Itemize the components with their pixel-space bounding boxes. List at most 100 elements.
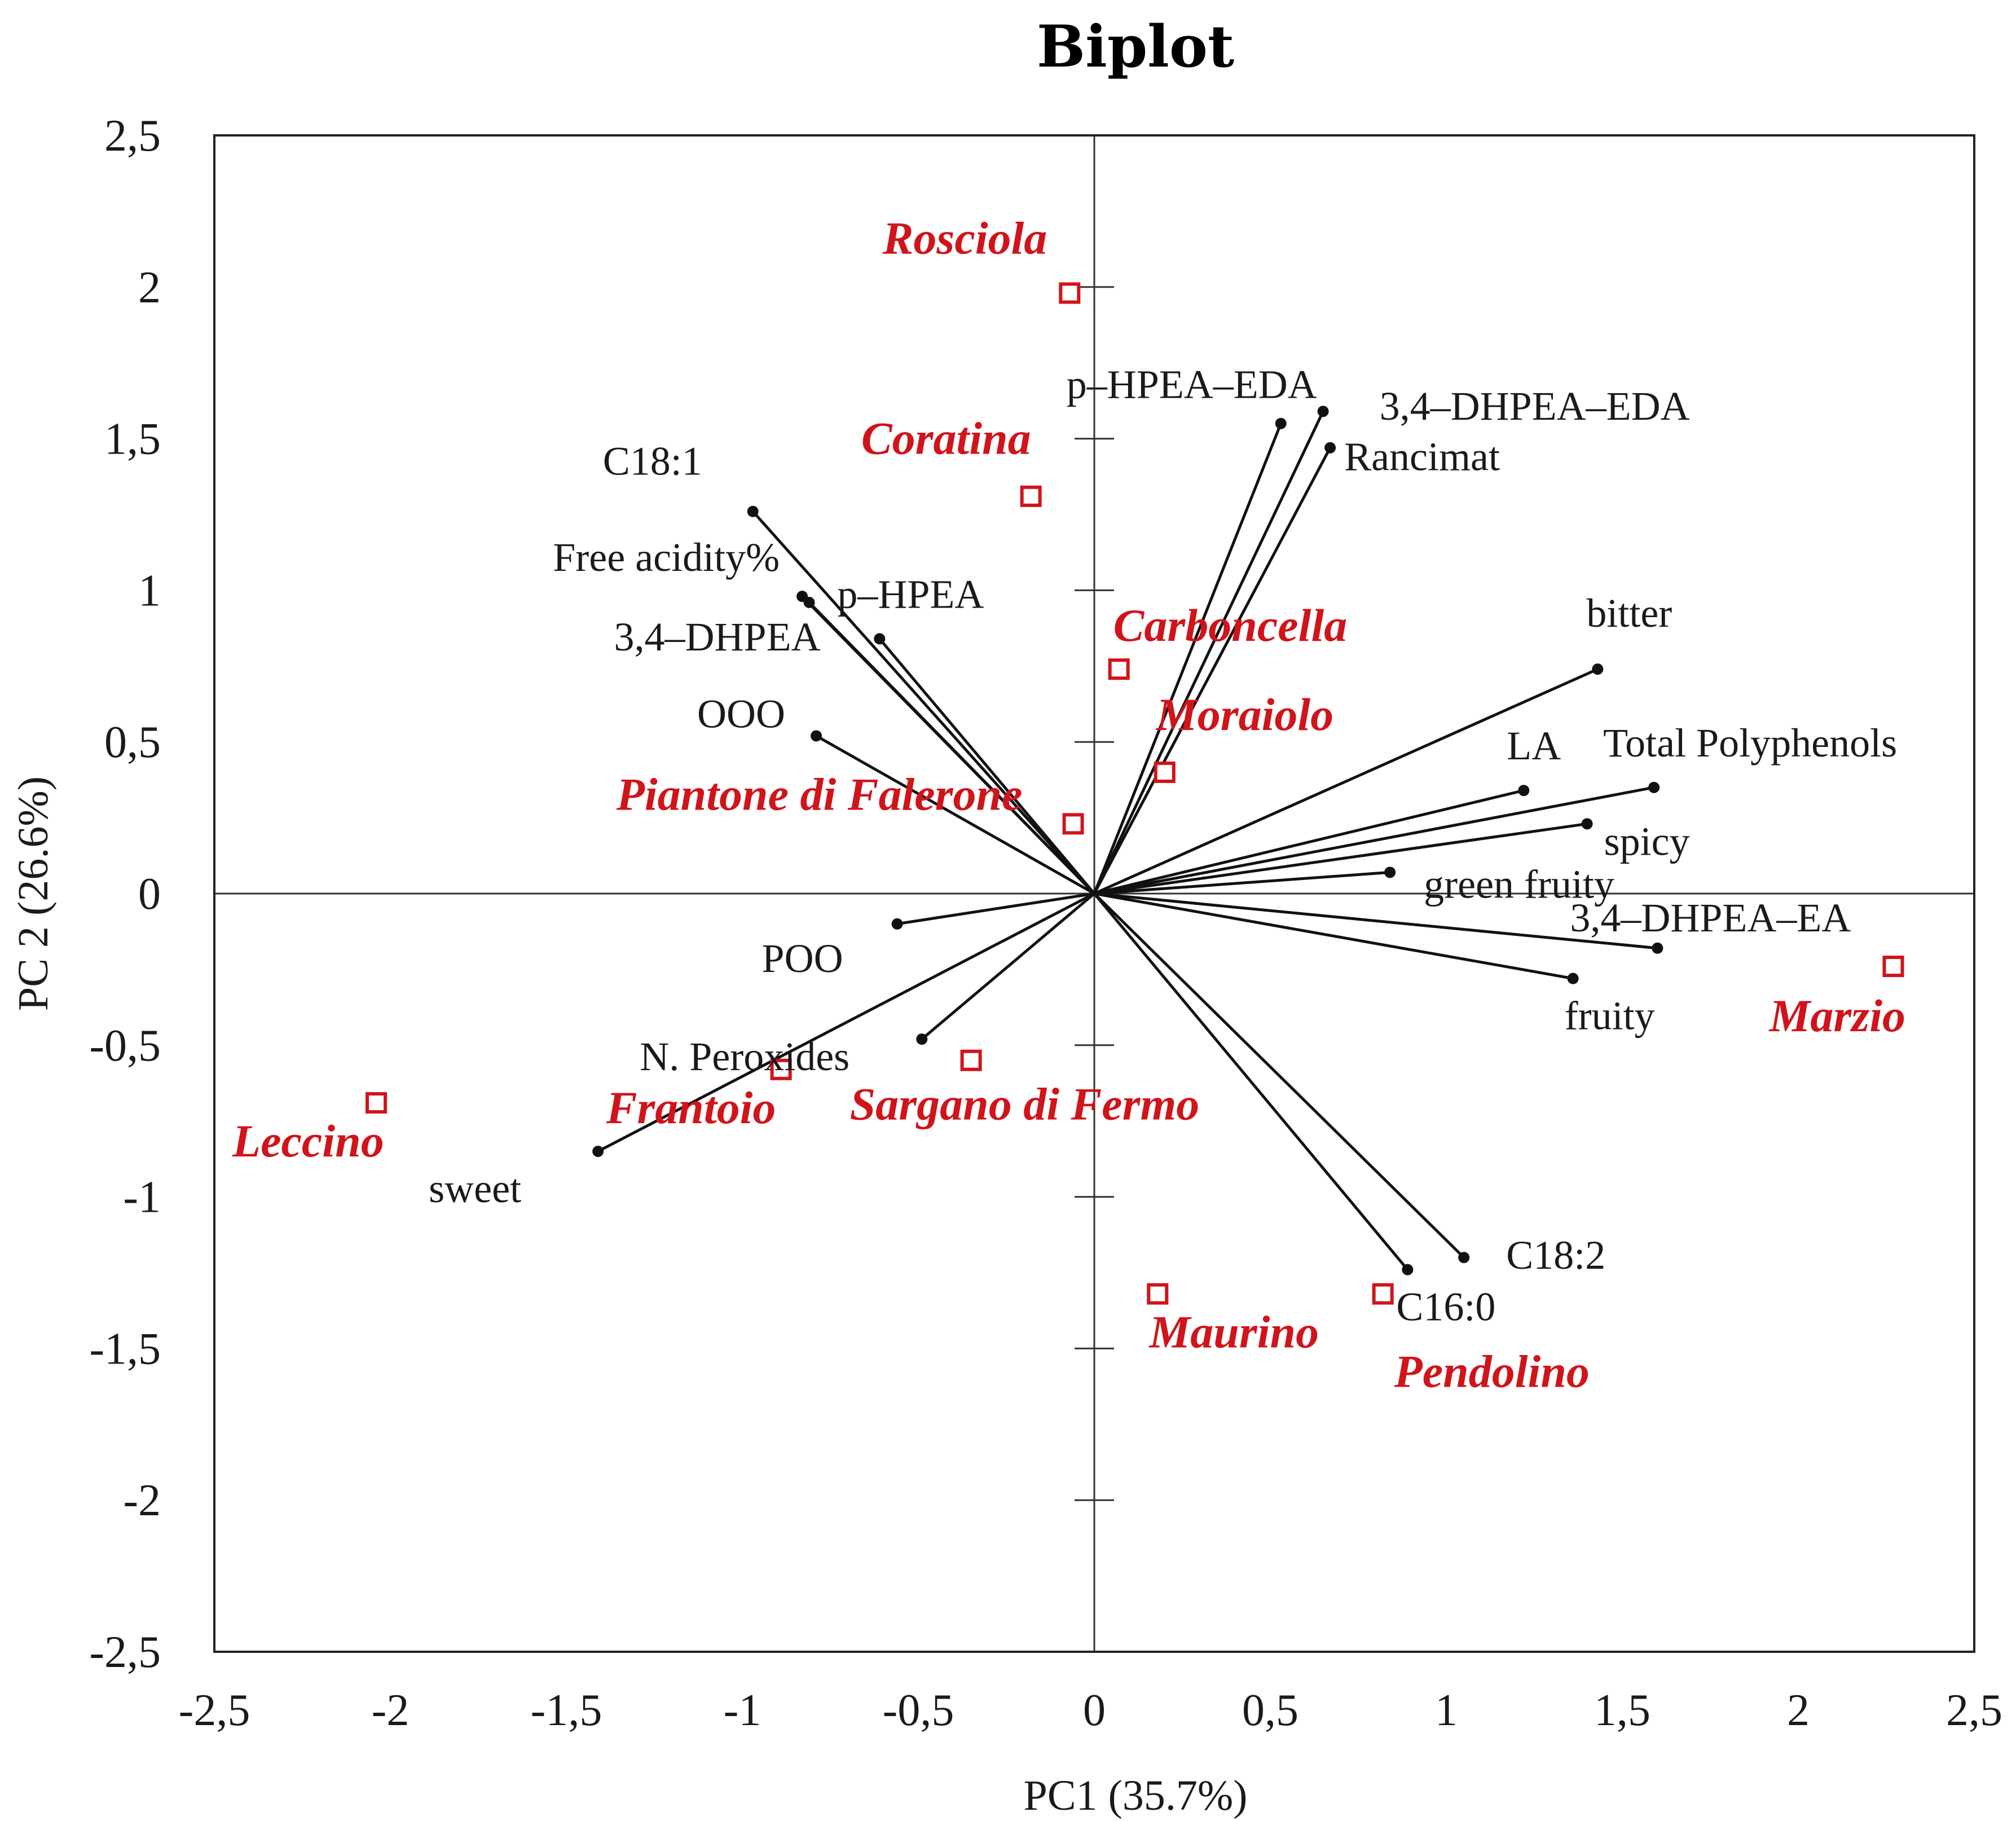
marker-carboncella — [1108, 658, 1130, 680]
x-tick-label: -2,5 — [179, 1686, 250, 1735]
label-fruity: fruity — [1565, 993, 1655, 1039]
y-tick-label: -0,5 — [89, 1021, 161, 1071]
label-pendolino: Pendolino — [1394, 1346, 1590, 1397]
variable-vectors — [592, 406, 1663, 1275]
vector-la — [1094, 789, 1524, 895]
vector-tip-fruity — [1567, 973, 1579, 984]
observation-points — [366, 282, 1904, 1305]
vector-c18-1 — [751, 510, 1095, 895]
label-marzio: Marzio — [1768, 990, 1905, 1041]
vector-p-hpea-eda — [1093, 423, 1283, 894]
vector-tip-bitter — [1592, 663, 1604, 675]
label-sweet: sweet — [429, 1166, 521, 1211]
label-free-acidity: Free acidity% — [553, 535, 780, 580]
label-ooo: OOO — [697, 691, 785, 736]
vector-tip-spicy — [1581, 818, 1593, 830]
vector-tip-p-hpea — [874, 633, 886, 645]
x-tick-label: 1 — [1435, 1686, 1458, 1735]
vector-c16-0 — [1093, 892, 1409, 1271]
marker-frantoio — [770, 1058, 792, 1080]
x-tick-label: 1,5 — [1594, 1686, 1650, 1735]
y-tick-label: 0 — [138, 869, 161, 919]
vector-tip-total-polyphenols — [1648, 781, 1660, 793]
label-3-4-dhpea-ea: 3,4–DHPEA–EA — [1570, 895, 1851, 940]
vector-tip-la — [1518, 785, 1530, 797]
vector-3-4-dhpea-eda — [1093, 411, 1324, 895]
y-tick-label: 0,5 — [104, 718, 161, 767]
y-tick-label: -1,5 — [89, 1324, 161, 1374]
observation-labels: Rosciola Coratina Carboncella Moraiolo Piant… — [232, 213, 1905, 1397]
vector-3-4-dhpea-ea — [1094, 892, 1658, 950]
label-la: LA — [1507, 723, 1561, 768]
marker-piantone-di-falerone — [1062, 813, 1084, 835]
label-3-4-dhpea-eda: 3,4–DHPEA–EDA — [1380, 384, 1690, 429]
label-moraiolo: Moraiolo — [1155, 689, 1333, 740]
chart-title: Biplot — [1037, 13, 1234, 81]
marker-moraiolo — [1154, 761, 1176, 783]
label-poo: POO — [762, 936, 843, 981]
x-tick-label: 0 — [1083, 1686, 1106, 1735]
x-tick-label: -1,5 — [531, 1686, 602, 1735]
y-tick-label: -1 — [123, 1173, 161, 1222]
marker-rosciola — [1059, 282, 1081, 304]
label-frantoio: Frantoio — [606, 1082, 776, 1133]
vector-tip-3-4-dhpea — [803, 596, 815, 608]
vector-tip-3-4-dhpea-ea — [1652, 942, 1663, 954]
vector-tip-rancimat — [1324, 442, 1336, 454]
marker-marzio — [1882, 956, 1904, 978]
vector-tip-3-4-dhpea-eda — [1317, 406, 1329, 417]
label-sargano-di-fermo: Sargano di Fermo — [850, 1079, 1200, 1130]
vector-sweet — [597, 892, 1095, 1153]
label-piantone-di-falerone: Piantone di Falerone — [616, 768, 1023, 820]
x-tick-label: 0,5 — [1242, 1686, 1298, 1735]
label-spicy: spicy — [1604, 819, 1690, 864]
label-carboncella: Carboncella — [1113, 600, 1348, 651]
vector-tip-sweet — [592, 1145, 604, 1157]
vector-tip-p-hpea-eda — [1275, 417, 1287, 429]
vector-c18-2 — [1093, 892, 1465, 1259]
variable-labels: C18:1 Free acidity% 3,4–DHPEA p–HPEA OOO POO N… — [429, 362, 1897, 1330]
x-axis-title: PC1 (35.7%) — [1024, 1772, 1248, 1819]
label-c18-2: C18:2 — [1506, 1233, 1605, 1278]
label-rosciola: Rosciola — [882, 213, 1047, 264]
y-tick-label: 2 — [138, 263, 161, 313]
y-axis-title: PC 2 (26.6%) — [10, 776, 57, 1011]
y-axis-ticks: 2,5 2 1,5 1 0,5 0 -0,5 -1 -1,5 -2 -2,5 — [89, 111, 1114, 1677]
marker-maurino — [1147, 1283, 1169, 1305]
x-tick-label: 2 — [1787, 1686, 1810, 1735]
label-maurino: Maurino — [1148, 1307, 1319, 1358]
vector-total-polyphenols — [1094, 786, 1654, 895]
vector-3-4-dhpea — [808, 601, 1095, 895]
vector-ooo — [815, 734, 1095, 895]
label-bitter: bitter — [1586, 591, 1672, 636]
plot-frame — [213, 134, 1975, 1653]
label-n-peroxides: N. Peroxides — [640, 1034, 849, 1079]
y-tick-label: 1,5 — [104, 415, 161, 464]
vector-green-fruity — [1094, 870, 1390, 895]
label-leccino: Leccino — [232, 1115, 384, 1167]
label-p-hpea-eda: p–HPEA–EDA — [1067, 362, 1317, 407]
y-tick-label: 2,5 — [104, 111, 161, 161]
vector-tip-ooo — [811, 730, 822, 742]
marker-sargano-di-fermo — [960, 1049, 982, 1071]
vector-rancimat — [1093, 447, 1332, 895]
marker-coratina — [1020, 485, 1042, 507]
vector-tip-c18-1 — [747, 505, 759, 517]
vector-tip-c16-0 — [1402, 1264, 1414, 1275]
y-tick-label: -2,5 — [89, 1628, 161, 1677]
x-tick-label: -1 — [724, 1686, 761, 1735]
label-c18-1: C18:1 — [603, 439, 702, 484]
label-rancimat: Rancimat — [1344, 434, 1500, 480]
label-coratina: Coratina — [861, 413, 1031, 464]
vector-tip-poo — [891, 918, 903, 930]
label-green-fruity: green fruity — [1424, 861, 1614, 907]
marker-pendolino — [1372, 1283, 1394, 1305]
vector-fruity — [1094, 892, 1574, 980]
x-tick-label: 2,5 — [1946, 1686, 2002, 1735]
vector-bitter — [1093, 667, 1599, 895]
vector-n-peroxides — [921, 892, 1095, 1040]
label-p-hpea: p–HPEA — [837, 571, 984, 617]
x-tick-label: -2 — [372, 1686, 410, 1735]
